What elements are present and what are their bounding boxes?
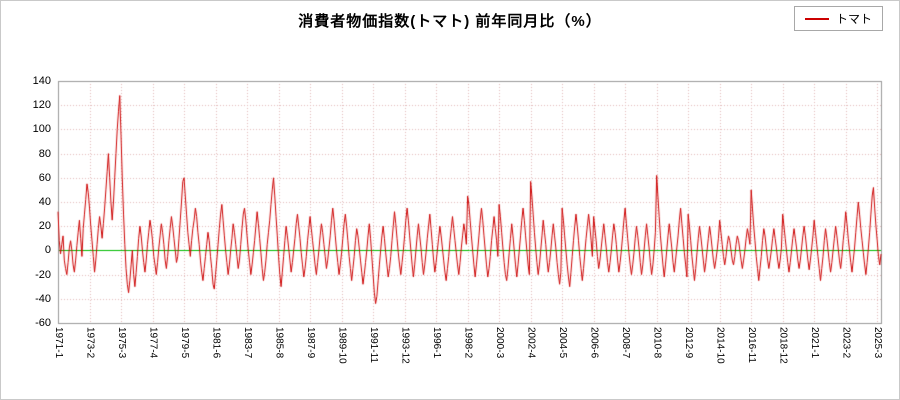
x-tick-label: 2014-10 [714, 327, 726, 364]
x-tick-label: 1996-1 [431, 327, 443, 359]
y-tick-label: 100 [32, 123, 51, 136]
x-tick-label: 2018-12 [777, 327, 789, 364]
y-tick-label: -20 [35, 268, 51, 281]
y-tick-label: 40 [38, 196, 51, 208]
x-tick-label: 1979-5 [179, 327, 191, 359]
y-tick-label: 60 [38, 171, 51, 184]
y-tick-label: 120 [32, 99, 51, 112]
x-tick-label: 1981-6 [210, 327, 222, 359]
x-tick-label: 1989-10 [336, 327, 348, 364]
x-tick-label: 1975-3 [116, 327, 128, 359]
y-tick-label: 0 [44, 244, 51, 257]
x-tick-label: 2000-3 [494, 327, 506, 359]
x-tick-label: 1991-11 [368, 327, 380, 363]
x-tick-label: 2008-7 [620, 327, 632, 359]
x-tick-label: 2002-4 [525, 327, 537, 359]
x-tick-label: 1977-4 [147, 327, 159, 359]
x-tick-label: 2004-5 [557, 327, 569, 359]
x-tick-label: 2010-8 [651, 327, 663, 359]
y-tick-label: 20 [38, 220, 51, 233]
x-tick-label: 1987-9 [305, 327, 317, 359]
x-tick-label: 1973-2 [84, 327, 96, 359]
y-tick-label: 140 [32, 75, 51, 87]
x-tick-label: 2016-11 [746, 327, 758, 363]
x-tick-label: 2021-1 [809, 327, 821, 359]
y-tick-label: 80 [38, 147, 51, 160]
y-tick-label: -40 [35, 292, 51, 305]
x-tick-label: 2023-2 [840, 327, 852, 359]
x-tick-label: 1983-7 [242, 327, 254, 359]
x-tick-label: 2006-6 [588, 327, 600, 359]
y-tick-label: -60 [35, 317, 51, 329]
x-tick-label: 2025-3 [872, 327, 884, 359]
x-tick-label: 2012-9 [683, 327, 695, 359]
x-tick-label: 1998-2 [462, 327, 474, 359]
x-tick-label: 1993-12 [399, 327, 411, 364]
x-tick-label: 1985-8 [273, 327, 285, 359]
x-tick-label: 1971-1 [53, 327, 64, 359]
